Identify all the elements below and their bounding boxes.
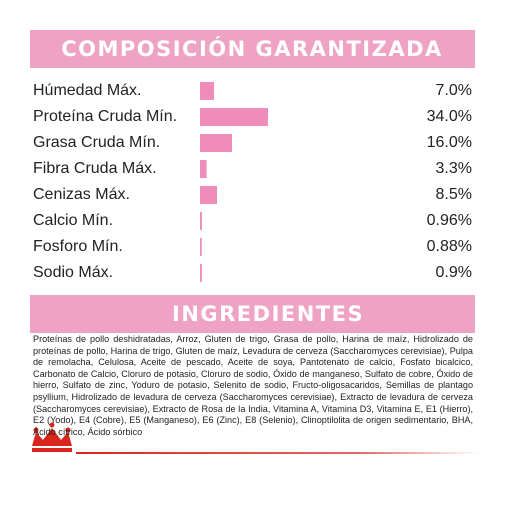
bar	[200, 134, 232, 152]
row-label: Calcio Mín.	[33, 212, 113, 229]
value-label: 0.9%	[436, 264, 472, 281]
row-label: Sodio Máx.	[33, 264, 113, 281]
row-label: Cenizas Máx.	[33, 186, 130, 203]
row-label: Húmedad Máx.	[33, 82, 142, 99]
value-label: 0.96%	[427, 212, 472, 229]
value-label: 8.5%	[436, 186, 472, 203]
row-label: Grasa Cruda Mín.	[33, 134, 160, 151]
row-label: Proteína Cruda Mín.	[33, 108, 177, 125]
value-label: 16.0%	[427, 134, 472, 151]
bar	[200, 238, 202, 256]
bar	[200, 82, 214, 100]
value-label: 34.0%	[427, 108, 472, 125]
value-label: 0.88%	[427, 238, 472, 255]
bar	[200, 160, 207, 178]
bar	[200, 264, 202, 282]
row-label: Fosforo Mín.	[33, 238, 123, 255]
ingredients-text: Proteínas de pollo deshidratadas, Arroz,…	[33, 334, 473, 437]
bar	[200, 186, 217, 204]
ingredients-title: INGREDIENTES	[172, 302, 364, 326]
logo	[32, 422, 72, 452]
footer-line	[76, 452, 481, 454]
title-band	[30, 30, 475, 68]
bar	[200, 212, 202, 230]
chart-title: COMPOSICIÓN GARANTIZADA	[61, 36, 443, 61]
row-label: Fibra Cruda Máx.	[33, 160, 157, 177]
value-label: 7.0%	[436, 82, 472, 99]
value-label: 3.3%	[436, 160, 472, 177]
ingredients-band	[30, 295, 475, 333]
bar	[200, 108, 268, 126]
